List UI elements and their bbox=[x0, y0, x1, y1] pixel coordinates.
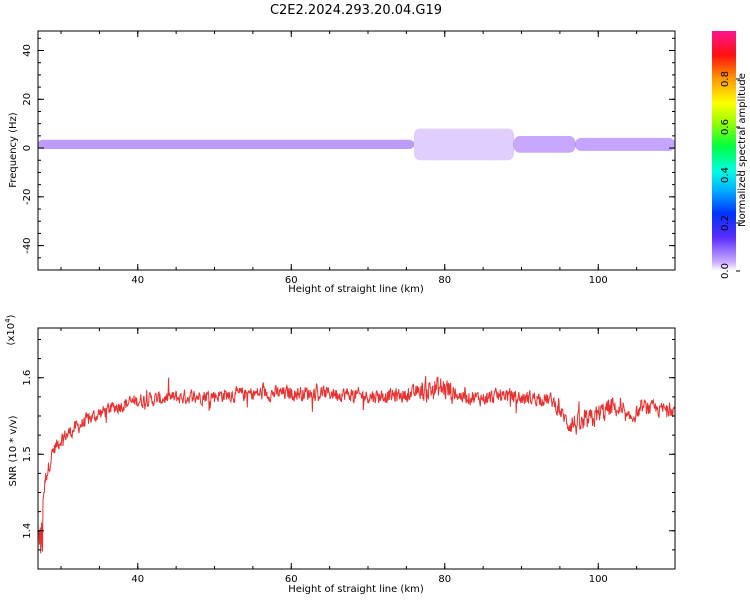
snr-x-tick-label: 80 bbox=[438, 574, 451, 585]
colorbar-tick-label: 0.4 bbox=[720, 167, 731, 183]
snr-x-tick-label: 60 bbox=[285, 574, 298, 585]
snr-y-axis-label: SNR (10 * v/v) bbox=[8, 415, 19, 486]
spectrogram-frame bbox=[37, 30, 676, 271]
snr-y-tick-label: 1.4 bbox=[22, 523, 33, 539]
colorbar-tick-label: 0.8 bbox=[720, 71, 731, 87]
spectrogram-x-tick-label: 40 bbox=[131, 275, 144, 286]
colorbar-tick-label: 0.0 bbox=[720, 263, 731, 279]
snr-plot-area bbox=[38, 328, 675, 569]
spectrogram-y-tick-label: 40 bbox=[22, 44, 33, 57]
snr-panel: 40 60 80 100 1.4 1.5 1.6 (x104) Height of stra… bbox=[4, 314, 676, 595]
snr-x-tick-label: 100 bbox=[589, 574, 608, 585]
figure-title: C2E2.2024.293.20.04.G19 bbox=[270, 3, 442, 18]
snr-y-tick-label: 1.5 bbox=[22, 446, 33, 462]
snr-x-tick-label: 40 bbox=[131, 574, 144, 585]
spectral-band bbox=[575, 137, 675, 151]
colorbar-tick-label: 0.6 bbox=[720, 119, 731, 135]
colorbar-tick-label: 0.2 bbox=[720, 215, 731, 231]
spectral-band bbox=[38, 139, 415, 150]
colorbar-gradient bbox=[712, 31, 736, 271]
spectral-ridge bbox=[38, 128, 675, 161]
spectrogram-y-tick-label: -20 bbox=[22, 189, 33, 205]
spectrogram-panel: 40 60 80 100 -40 -20 0 20 40 Height of straight … bbox=[8, 30, 676, 295]
colorbar-label: Normalized spectral amplitude bbox=[737, 73, 748, 227]
spectrogram-x-axis-label: Height of straight line (km) bbox=[288, 284, 424, 295]
spectrogram-y-tick-label: -40 bbox=[22, 237, 33, 253]
spectral-band bbox=[414, 128, 514, 161]
snr-frame bbox=[37, 327, 676, 570]
spectrogram-x-tick-label: 80 bbox=[438, 275, 451, 286]
spectrogram-y-tick-label: 0 bbox=[22, 145, 33, 151]
spectrogram-y-tick-label: 20 bbox=[22, 93, 33, 106]
colorbar: 0.0 0.2 0.4 0.6 0.8 Normalized spectral ampl… bbox=[712, 31, 748, 279]
snr-series-line bbox=[38, 375, 675, 554]
spectrogram-x-tick-label: 100 bbox=[589, 275, 608, 286]
snr-x-axis-label: Height of straight line (km) bbox=[288, 584, 424, 595]
spectrogram-y-axis-label: Frequency (Hz) bbox=[8, 112, 19, 188]
snr-y-tick-label: 1.6 bbox=[22, 370, 33, 386]
snr-y-multiplier: (x104) bbox=[4, 314, 17, 345]
spectral-band bbox=[513, 136, 576, 153]
spectrogram-x-tick-label: 60 bbox=[285, 275, 298, 286]
